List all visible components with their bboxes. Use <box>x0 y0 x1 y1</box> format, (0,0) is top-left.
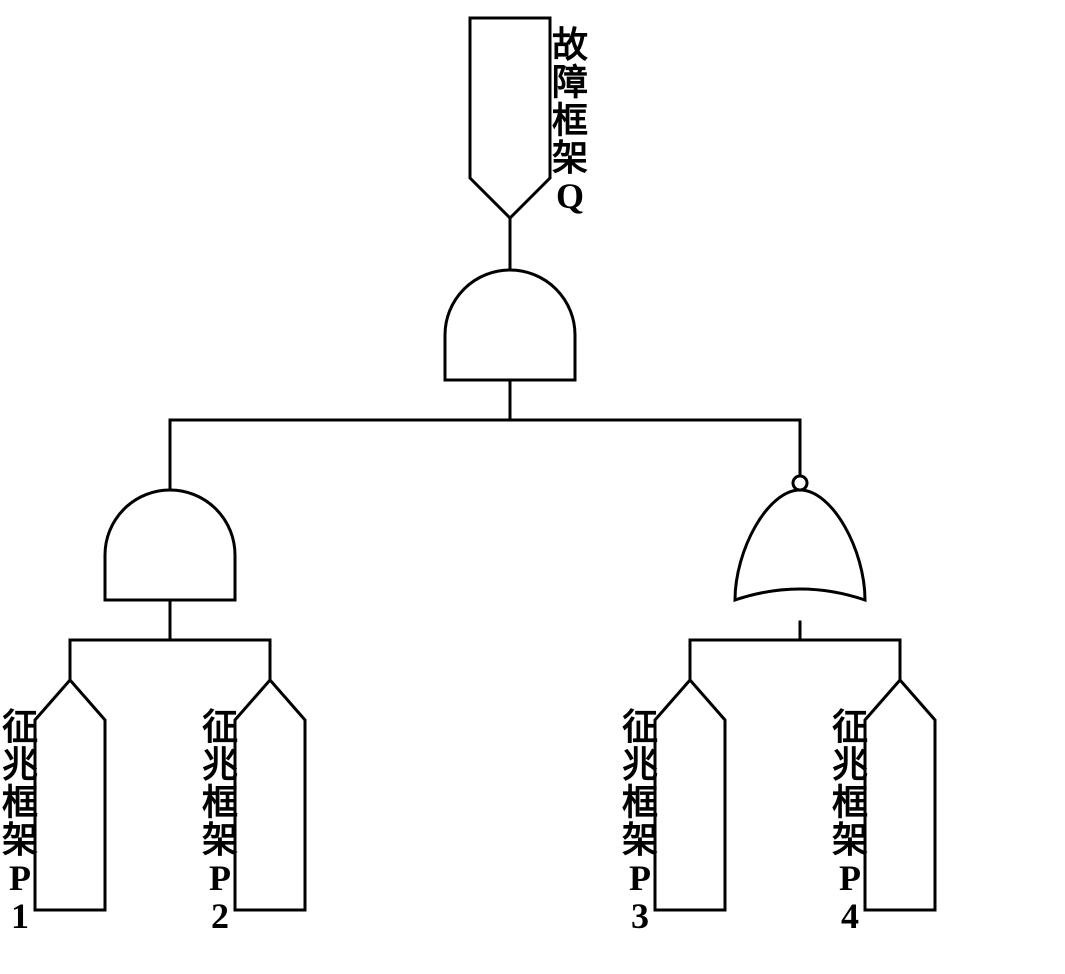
terminal-label-char: 框 <box>2 782 38 822</box>
terminal-label: 征兆框架P1 <box>2 707 38 936</box>
edge <box>510 420 800 476</box>
terminal-box <box>470 18 550 218</box>
and-gate <box>105 490 235 600</box>
terminal-label-char: 征 <box>622 707 658 747</box>
terminal-label-char: 兆 <box>832 745 868 785</box>
edge <box>690 640 800 680</box>
terminal-label-char: 架 <box>622 820 658 860</box>
and-gate <box>445 270 575 380</box>
terminal-box <box>235 680 305 910</box>
terminal-label-char: 架 <box>552 138 588 178</box>
terminal-box <box>35 680 105 910</box>
terminal-label-char: 框 <box>622 782 658 822</box>
edge <box>70 640 170 680</box>
terminal-box <box>655 680 725 910</box>
terminal-label-char: 故 <box>552 25 588 65</box>
terminal-label-char: 征 <box>202 707 238 747</box>
terminal-label-char: 框 <box>832 782 868 822</box>
terminal-label-char: 2 <box>211 896 229 936</box>
terminal-label: 故障框架Q <box>552 25 588 216</box>
terminal-box <box>865 680 935 910</box>
terminal-label-char: 架 <box>832 820 868 860</box>
terminal-label: 征兆框架P2 <box>202 707 238 936</box>
terminal-label-char: 框 <box>202 782 238 822</box>
terminal-label-char: 框 <box>552 100 588 140</box>
terminal-label: 征兆框架P4 <box>832 707 868 936</box>
terminal-label-char: P <box>839 858 861 898</box>
terminal-label-char: Q <box>556 176 584 216</box>
terminal-label-char: 兆 <box>2 745 38 785</box>
terminal-label-char: 4 <box>841 896 859 936</box>
edge <box>800 640 900 680</box>
terminal-label-char: 架 <box>202 820 238 860</box>
terminal-label-char: 征 <box>832 707 868 747</box>
nor-gate <box>735 490 865 600</box>
inversion-bubble <box>793 476 807 490</box>
edge <box>170 420 510 490</box>
terminal-label-char: P <box>629 858 651 898</box>
edge <box>170 640 270 680</box>
terminal-label-char: 架 <box>2 820 38 860</box>
terminal-label-char: 征 <box>2 707 38 747</box>
terminal-label: 征兆框架P3 <box>622 707 658 936</box>
terminal-label-char: P <box>9 858 31 898</box>
terminal-label-char: 兆 <box>622 745 658 785</box>
terminal-label-char: 1 <box>11 896 29 936</box>
terminal-label-char: 障 <box>552 63 588 103</box>
terminal-label-char: 3 <box>631 896 649 936</box>
terminal-label-char: P <box>209 858 231 898</box>
terminal-label-char: 兆 <box>202 745 238 785</box>
